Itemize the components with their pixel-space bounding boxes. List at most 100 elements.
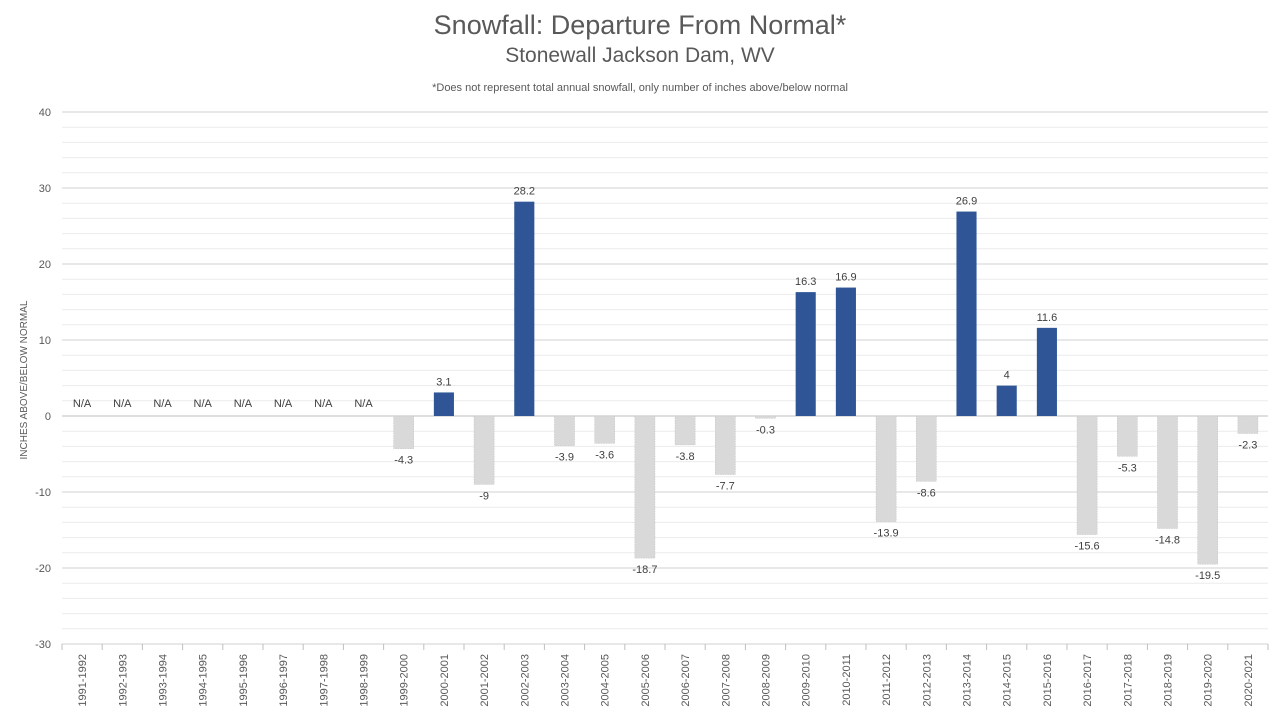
x-tick-label: 2005-2006 [640, 654, 652, 707]
data-label: 11.6 [1037, 312, 1058, 324]
x-tick-label: 1999-2000 [399, 654, 411, 707]
bar [1157, 415, 1178, 529]
y-tick-label: 20 [39, 259, 51, 271]
data-label: N/A [73, 398, 92, 410]
bar [1076, 415, 1098, 535]
data-label: -3.6 [595, 449, 614, 461]
x-tick-label: 1992-1993 [117, 654, 129, 707]
bar [634, 415, 656, 559]
x-tick-label: 2016-2017 [1082, 654, 1094, 707]
x-tick-label: 2000-2001 [439, 654, 451, 707]
data-label: -7.7 [716, 481, 735, 493]
data-label: N/A [274, 398, 293, 410]
y-tick-label: -10 [35, 487, 51, 499]
data-label: -4.3 [394, 455, 413, 467]
x-tick-label: 2020-2021 [1243, 654, 1255, 707]
bar [473, 415, 495, 485]
data-label: N/A [194, 398, 213, 410]
y-tick-label: 0 [45, 411, 51, 423]
grid-lines [62, 111, 1268, 645]
data-label: 28.2 [514, 186, 535, 198]
x-tick-label: 2006-2007 [680, 654, 692, 707]
data-label: -2.3 [1238, 439, 1257, 451]
x-tick-label: 2015-2016 [1042, 654, 1054, 707]
data-label: -0.3 [756, 424, 775, 436]
data-label: 16.3 [795, 276, 816, 288]
data-label: -15.6 [1075, 541, 1100, 553]
y-axis: -30 -20 -10 0 10 20 30 40 [35, 107, 51, 651]
x-tick-label: 1991-1992 [77, 654, 89, 707]
bar [1237, 415, 1259, 434]
y-tick-label: 30 [39, 183, 51, 195]
x-tick-label: 1994-1995 [198, 654, 210, 707]
bar [393, 415, 414, 449]
data-label: -9 [479, 490, 489, 502]
x-tick-label: 2003-2004 [560, 654, 572, 707]
bar [554, 415, 575, 446]
y-tick-label: 40 [39, 107, 51, 119]
data-label: -18.7 [632, 564, 657, 576]
bar [715, 415, 736, 475]
x-tick-label: 2018-2019 [1163, 654, 1175, 707]
x-tick-label: 2002-2003 [519, 654, 531, 707]
chart-title: Snowfall: Departure From Normal* [433, 10, 847, 40]
bar [875, 415, 897, 522]
bar [1117, 415, 1138, 457]
data-label: -8.6 [917, 487, 936, 499]
x-tick-label: 2007-2008 [720, 654, 732, 707]
x-tick-label: 2001-2002 [479, 654, 491, 707]
bar [996, 385, 1017, 416]
bar [433, 392, 454, 416]
data-label: -3.9 [555, 452, 574, 464]
x-tick-label: 2004-2005 [600, 654, 612, 707]
data-label: -19.5 [1195, 570, 1220, 582]
data-label: -14.8 [1155, 534, 1180, 546]
bar [755, 415, 776, 419]
data-label: N/A [354, 398, 373, 410]
data-label: -3.8 [676, 451, 695, 463]
x-tick-label: 1996-1997 [278, 654, 290, 707]
y-tick-label: -30 [35, 639, 51, 651]
data-label: 16.9 [835, 272, 856, 284]
bar [594, 415, 616, 444]
x-tick-label: 1997-1998 [318, 654, 330, 707]
x-tick-label: 2013-2014 [962, 654, 974, 707]
bars [393, 201, 1259, 565]
bar [674, 415, 696, 446]
bar [956, 211, 977, 416]
x-axis: 1991-1992 1992-1993 1993-1994 1994-1995 1995… [61, 644, 1269, 707]
data-label: N/A [314, 398, 333, 410]
x-tick-label: 2008-2009 [761, 654, 773, 707]
data-label: N/A [234, 398, 253, 410]
data-label: N/A [153, 398, 172, 410]
x-tick-label: 2014-2015 [1002, 654, 1014, 707]
bar [835, 287, 856, 416]
x-tick-label: 2019-2020 [1203, 654, 1215, 707]
x-tick-label: 2010-2011 [841, 654, 853, 706]
x-tick-label: 1998-1999 [359, 654, 371, 707]
x-tick-label: 2017-2018 [1122, 654, 1134, 707]
bar [1036, 327, 1057, 416]
chart-note: *Does not represent total annual snowfal… [432, 82, 848, 94]
data-label: -13.9 [874, 528, 899, 540]
chart-subtitle: Stonewall Jackson Dam, WV [505, 44, 775, 67]
bar [795, 292, 816, 416]
data-label: -5.3 [1118, 462, 1137, 474]
bar [916, 415, 937, 482]
x-tick-label: 2012-2013 [921, 654, 933, 707]
x-tick-label: 1995-1996 [238, 654, 250, 707]
data-label: 26.9 [956, 196, 977, 208]
x-tick-label: 1993-1994 [158, 654, 170, 707]
x-tick-label: 2011-2012 [881, 654, 893, 706]
data-labels: N/A N/A N/A N/A N/A N/A N/A N/A -4.3 3.1 -9 28.2 -3.… [73, 186, 1257, 583]
data-label: N/A [113, 398, 132, 410]
bar [1197, 415, 1219, 565]
y-tick-label: 10 [39, 335, 51, 347]
data-label: 3.1 [436, 376, 451, 388]
bar [514, 201, 535, 416]
x-tick-label: 2009-2010 [801, 654, 813, 707]
y-tick-label: -20 [35, 563, 51, 575]
y-axis-label: INCHES ABOVE/BELOW NORMAL [19, 300, 30, 459]
data-label: 4 [1004, 370, 1010, 382]
